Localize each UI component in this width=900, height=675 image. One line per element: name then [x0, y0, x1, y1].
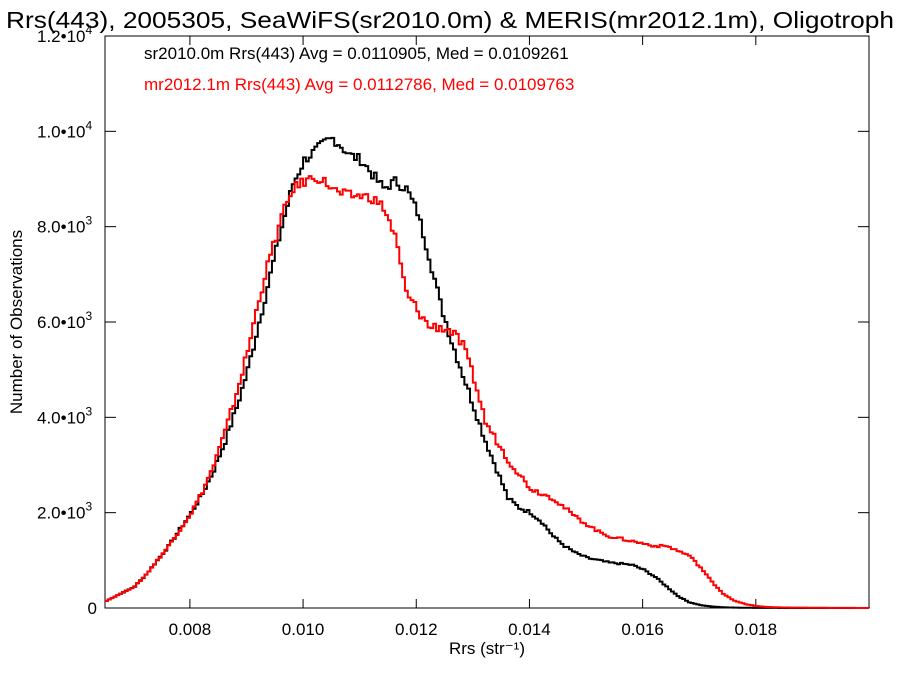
y-tick-mantissa: 6.0•10 — [37, 313, 86, 332]
x-tick-label: 0.008 — [169, 620, 212, 639]
y-tick-exponent: 4 — [86, 23, 93, 37]
y-tick-label: 4.0•103 — [37, 404, 93, 427]
y-tick-mantissa: 8.0•10 — [37, 218, 86, 237]
series-line-mr2012.1m — [105, 175, 870, 609]
chart-title: Rrs(443), 2005305, SeaWiFS(sr2010.0m) & … — [6, 7, 894, 33]
y-tick-label: 8.0•103 — [37, 214, 93, 237]
y-tick-mantissa: 1.0•10 — [37, 122, 86, 141]
y-tick-exponent: 3 — [86, 214, 93, 228]
y-tick-label: 6.0•103 — [37, 309, 93, 332]
y-tick-exponent: 3 — [86, 404, 93, 418]
y-tick-label: 1.0•104 — [37, 118, 93, 141]
x-tick-label: 0.010 — [282, 620, 325, 639]
x-tick-label: 0.016 — [621, 620, 664, 639]
legend-stat-series-1: sr2010.0m Rrs(443) Avg = 0.0110905, Med … — [144, 44, 569, 63]
y-tick-label: 2.0•103 — [37, 500, 93, 523]
x-axis-label: Rrs (str⁻¹) — [449, 639, 525, 658]
y-tick-mantissa: 1.2•10 — [37, 27, 86, 46]
y-tick-label: 1.2•104 — [37, 23, 93, 46]
y-axis-label: Number of Observations — [7, 230, 26, 414]
plot-frame — [104, 35, 870, 609]
y-tick-label: 0 — [88, 599, 97, 618]
series-group — [105, 136, 870, 609]
y-tick-mantissa: 4.0•10 — [37, 408, 86, 427]
y-axis: 02.0•1034.0•1036.0•1038.0•1031.0•1041.2•… — [37, 23, 869, 618]
y-tick-exponent: 3 — [86, 500, 93, 514]
y-tick-mantissa: 2.0•10 — [37, 504, 86, 523]
x-tick-label: 0.018 — [735, 620, 778, 639]
x-axis: 0.008 0.010 0.012 0.014 0.016 0.018 — [169, 36, 777, 639]
y-tick-exponent: 3 — [86, 309, 93, 323]
x-tick-label: 0.012 — [395, 620, 438, 639]
series-line-sr2010.0m — [105, 136, 869, 609]
x-tick-label: 0.014 — [508, 620, 551, 639]
legend-stat-series-2: mr2012.1m Rrs(443) Avg = 0.0112786, Med … — [144, 75, 574, 94]
y-tick-exponent: 4 — [86, 118, 93, 132]
